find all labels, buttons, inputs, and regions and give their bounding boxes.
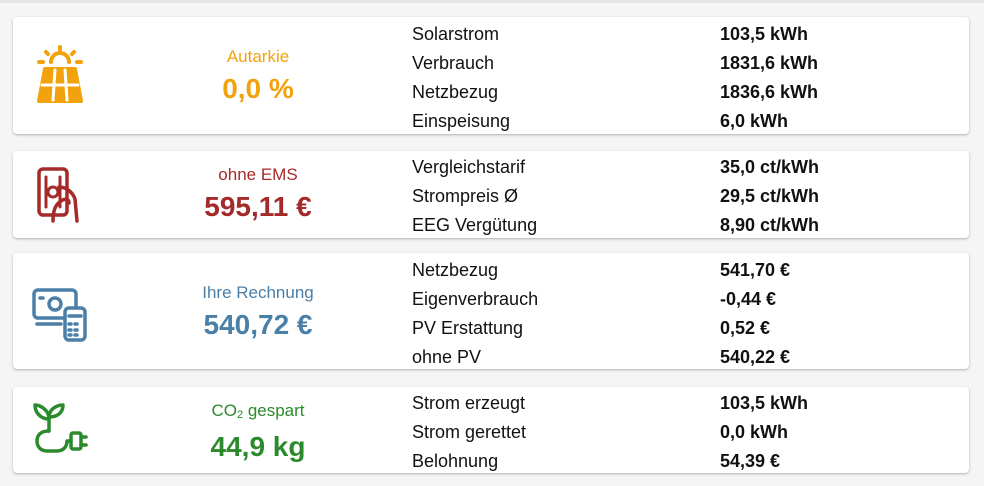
stats-list: Solarstrom 103,5 kWh Verbrauch 1831,6 kWh … xyxy=(412,20,942,136)
label-subscript: 2 xyxy=(236,409,244,421)
stats-list: Vergleichstarif 35,0 ct/kWh Strompreis Ø 2… xyxy=(412,153,942,240)
stat-row: Vergleichstarif 35,0 ct/kWh xyxy=(412,153,942,182)
stat-label: Belohnung xyxy=(412,451,499,471)
label-suffix: gespart xyxy=(243,401,305,420)
stat-row: Strom gerettet 0,0 kWh xyxy=(412,418,942,447)
stat-label: Netzbezug xyxy=(412,82,499,102)
top-divider xyxy=(0,0,984,3)
stat-label: Eigenverbrauch xyxy=(412,289,539,309)
stat-value: 1831,6 kWh xyxy=(720,53,819,73)
summary-label: Autarkie xyxy=(226,47,290,66)
cash-calculator-icon xyxy=(31,284,89,342)
plant-plug-icon xyxy=(31,401,89,459)
stat-label: Vergleichstarif xyxy=(412,157,526,177)
stat-value: 29,5 ct/kWh xyxy=(720,186,820,206)
stat-value: 8,90 ct/kWh xyxy=(720,215,820,235)
stat-row: Belohnung 54,39 € xyxy=(412,447,942,476)
card-co2-gespart: CO2 gespart 44,9 kg Strom erzeugt 103,5 k… xyxy=(13,387,969,473)
stat-row: Eigenverbrauch -0,44 € xyxy=(412,285,942,314)
stat-value: 540,22 € xyxy=(720,347,791,367)
hand-money-icon xyxy=(31,165,89,223)
stat-row: Strompreis Ø 29,5 ct/kWh xyxy=(412,182,942,211)
stat-row: Netzbezug 1836,6 kWh xyxy=(412,78,942,107)
stat-value: 541,70 € xyxy=(720,260,791,280)
stat-label: Strom gerettet xyxy=(412,422,527,442)
stat-label: Einspeisung xyxy=(412,111,511,131)
summary-label: Ihre Rechnung xyxy=(202,283,314,302)
summary-value: 540,72 € xyxy=(203,309,313,340)
stat-label: EEG Vergütung xyxy=(412,215,538,235)
stat-label: Strom erzeugt xyxy=(412,393,526,413)
stat-label: PV Erstattung xyxy=(412,318,524,338)
card-autarkie: Autarkie 0,0 % Solarstrom 103,5 kWh Verbr… xyxy=(13,17,969,134)
stat-row: EEG Vergütung 8,90 ct/kWh xyxy=(412,211,942,240)
stat-label: Verbrauch xyxy=(412,53,495,73)
stat-value: 103,5 kWh xyxy=(720,24,809,44)
stat-label: Solarstrom xyxy=(412,24,500,44)
stat-label: Netzbezug xyxy=(412,260,499,280)
stat-value: 0,0 kWh xyxy=(720,422,789,442)
summary-autarkie: Autarkie 0,0 % xyxy=(158,46,358,106)
summary-ihre-rechnung: Ihre Rechnung 540,72 € xyxy=(158,282,358,342)
stat-value: 35,0 ct/kWh xyxy=(720,157,820,177)
summary-value: 0,0 % xyxy=(222,73,294,104)
stats-list: Strom erzeugt 103,5 kWh Strom gerettet 0,0… xyxy=(412,389,942,476)
stat-row: Solarstrom 103,5 kWh xyxy=(412,20,942,49)
solar-panel-icon xyxy=(31,45,89,103)
label-prefix: CO xyxy=(211,401,237,420)
stat-value: -0,44 € xyxy=(720,289,777,309)
summary-label: CO2 gespart xyxy=(158,400,358,426)
card-ihre-rechnung: Ihre Rechnung 540,72 € Netzbezug 541,70 €… xyxy=(13,253,969,369)
stat-row: Einspeisung 6,0 kWh xyxy=(412,107,942,136)
summary-value: 595,11 € xyxy=(204,191,312,222)
summary-label: ohne EMS xyxy=(218,165,298,184)
stat-row: Strom erzeugt 103,5 kWh xyxy=(412,389,942,418)
stat-value: 54,39 € xyxy=(720,451,781,471)
summary-co2-gespart: CO2 gespart 44,9 kg xyxy=(158,400,358,464)
summary-value: 44,9 kg xyxy=(210,431,306,462)
stat-value: 0,52 € xyxy=(720,318,771,338)
card-ohne-ems: ohne EMS 595,11 € Vergleichstarif 35,0 ct… xyxy=(13,151,969,238)
stat-row: PV Erstattung 0,52 € xyxy=(412,314,942,343)
stat-value: 103,5 kWh xyxy=(720,393,809,413)
stat-row: ohne PV 540,22 € xyxy=(412,343,942,372)
stats-list: Netzbezug 541,70 € Eigenverbrauch -0,44 € … xyxy=(412,256,942,372)
stat-row: Netzbezug 541,70 € xyxy=(412,256,942,285)
stat-value: 6,0 kWh xyxy=(720,111,789,131)
stat-label: ohne PV xyxy=(412,347,482,367)
stat-row: Verbrauch 1831,6 kWh xyxy=(412,49,942,78)
stat-label: Strompreis Ø xyxy=(412,186,519,206)
summary-ohne-ems: ohne EMS 595,11 € xyxy=(158,164,358,224)
stat-value: 1836,6 kWh xyxy=(720,82,819,102)
